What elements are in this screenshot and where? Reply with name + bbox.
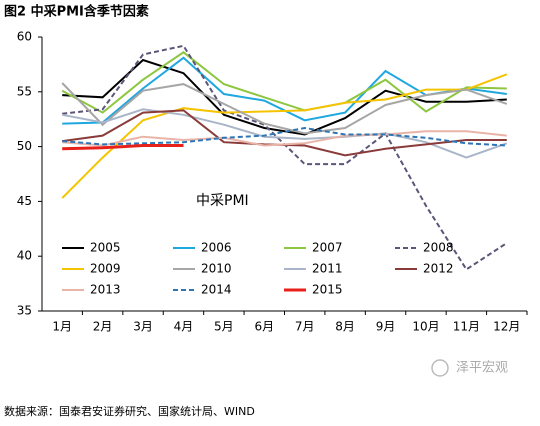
- watermark: 泽平宏观: [456, 361, 508, 376]
- series-line: [61, 73, 508, 199]
- series-line: [61, 82, 508, 135]
- x-tick-label: 11月: [453, 320, 480, 334]
- y-tick-label: 45: [17, 194, 32, 208]
- x-tick-label: 12月: [493, 320, 520, 334]
- x-tick-label: 5月: [214, 320, 234, 334]
- series-line: [62, 130, 507, 147]
- series-line: [62, 126, 507, 147]
- legend-label: 2008: [423, 241, 454, 255]
- x-tick-label: 1月: [52, 320, 72, 334]
- y-tick-label: 35: [17, 304, 32, 318]
- chart-title: 图2 中采PMI含季节因素: [4, 4, 149, 20]
- series-line: [62, 144, 184, 151]
- y-tick-label: 40: [17, 249, 32, 263]
- y-tick-label: 55: [17, 84, 32, 98]
- series-line: [62, 108, 508, 159]
- legend-label: 2012: [423, 262, 454, 276]
- legend-label: 2007: [312, 241, 343, 255]
- series-line: [61, 51, 507, 114]
- x-tick-label: 6月: [254, 320, 274, 334]
- x-tick-label: 7月: [295, 320, 315, 334]
- series-line: [62, 58, 507, 136]
- y-tick-label: 50: [17, 139, 32, 153]
- x-tick-label: 2月: [93, 320, 113, 334]
- series-line: [62, 44, 508, 271]
- x-tick-label: 8月: [335, 320, 355, 334]
- legend-label: 2005: [90, 241, 121, 255]
- x-tick-label: 3月: [133, 320, 153, 334]
- x-tick-label: 10月: [412, 320, 439, 334]
- watermark-icon: [431, 359, 449, 377]
- legend-label: 2015: [312, 283, 343, 297]
- legend-label: 2011: [312, 262, 343, 276]
- x-tick-label: 9月: [376, 320, 396, 334]
- legend-label: 2010: [201, 262, 232, 276]
- legend-label: 2014: [201, 283, 232, 297]
- legend-label: 2006: [201, 241, 232, 255]
- source: 数据来源：国泰君安证券研究、国家统计局、WIND: [4, 404, 255, 418]
- legend-label: 2013: [90, 283, 121, 297]
- y-tick-label: 60: [17, 30, 32, 44]
- legend-label: 2009: [90, 262, 121, 276]
- x-tick-label: 4月: [174, 320, 194, 334]
- annotation: 中采PMI: [196, 193, 249, 209]
